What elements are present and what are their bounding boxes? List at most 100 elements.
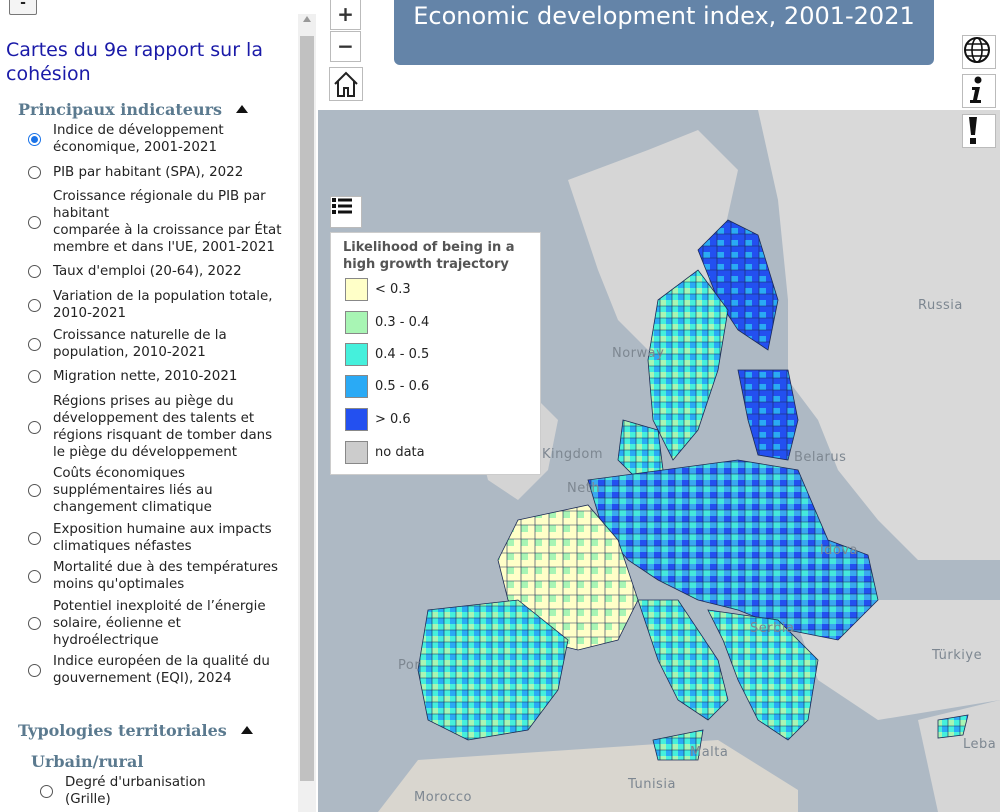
- indicator-label: Indice de développement économique, 2001…: [53, 123, 224, 155]
- indicator-talent-trap[interactable]: Régions prises au piège du développement…: [28, 393, 290, 461]
- place-label-moldova: ldova: [820, 543, 858, 558]
- warning-button[interactable]: [962, 114, 996, 148]
- place-label-morocco: Morocco: [414, 790, 472, 805]
- indicator-regional-gdp-growth[interactable]: Croissance régionale du PIB par habitant…: [28, 188, 290, 256]
- place-label-norway: Norway: [612, 346, 665, 361]
- indicator-label: Régions prises au piège du développement…: [53, 394, 273, 460]
- indicator-label: Migration nette, 2010-2021: [53, 369, 238, 384]
- legend-title: Likelihood of being in a high growth tra…: [343, 240, 515, 272]
- legend-item: 0.5 - 0.6: [345, 375, 429, 398]
- indicator-label: Exposition humaine aux impacts climatiqu…: [53, 522, 272, 554]
- cyprus-regions: [937, 714, 969, 739]
- radio-icon[interactable]: [28, 370, 41, 383]
- indicator-natural-growth[interactable]: Croissance naturelle de la population, 2…: [28, 327, 290, 361]
- sweden-regions: [647, 269, 729, 461]
- radio-icon[interactable]: [28, 617, 41, 630]
- central-europe-regions: [587, 459, 879, 641]
- radio-icon[interactable]: [28, 215, 41, 229]
- indicator-climate-exposure[interactable]: Exposition humaine aux impacts climatiqu…: [28, 521, 290, 555]
- collapse-triangle-icon[interactable]: [240, 726, 253, 734]
- legend-swatch: [345, 343, 368, 366]
- place-label-serbia: Serbia: [750, 621, 795, 636]
- radio-icon[interactable]: [28, 484, 41, 497]
- indicator-gdp-per-capita[interactable]: PIB par habitant (SPA), 2022: [28, 164, 290, 181]
- indicator-eqi[interactable]: Indice européen de la qualité du gouvern…: [28, 653, 290, 687]
- indicator-label: Variation de la population totale, 2010-…: [53, 289, 273, 321]
- indicator-label: Mortalité due à des températures moins q…: [53, 560, 278, 592]
- section-label: Principaux indicateurs: [18, 100, 223, 119]
- legend-toggle-button[interactable]: [330, 196, 362, 228]
- iberia-regions: [417, 599, 569, 741]
- zoom-out-button[interactable]: −: [330, 31, 361, 62]
- place-label-kingdom: Kingdom: [542, 447, 603, 462]
- subsection-urban-rural: Urbain/rural: [31, 752, 144, 771]
- radio-icon[interactable]: [28, 337, 41, 351]
- indicator-employment-rate[interactable]: Taux d'emploi (20-64), 2022: [28, 263, 290, 280]
- section-label: Typologies territoriales: [18, 721, 227, 740]
- indicator-label: Degré d'urbanisation (Grille): [65, 775, 206, 807]
- scrollbar-thumb[interactable]: [300, 36, 314, 781]
- indicator-temperature-mortality[interactable]: Mortalité due à des températures moins q…: [28, 559, 290, 593]
- indicator-net-migration[interactable]: Migration nette, 2010-2021: [28, 368, 290, 385]
- globe-icon: [964, 37, 990, 63]
- legend-label: 0.3 - 0.4: [375, 315, 430, 330]
- radio-icon[interactable]: [40, 784, 53, 798]
- typology-degree-urbanisation[interactable]: Degré d'urbanisation (Grille): [40, 774, 302, 808]
- legend-swatch: [345, 278, 368, 301]
- section-territorial-typologies[interactable]: Typologies territoriales: [18, 721, 253, 740]
- indicator-label: Indice européen de la qualité du gouvern…: [53, 654, 270, 686]
- radio-icon[interactable]: [28, 420, 41, 434]
- info-button[interactable]: [962, 74, 996, 108]
- place-label-portugal: Por: [398, 658, 421, 673]
- legend-item: > 0.6: [345, 408, 411, 431]
- radio-icon[interactable]: [28, 298, 41, 312]
- basemap-button[interactable]: [962, 35, 996, 69]
- russia-land: [758, 110, 1000, 560]
- indicator-population-change[interactable]: Variation de la population totale, 2010-…: [28, 288, 290, 322]
- legend-item: < 0.3: [345, 278, 411, 301]
- exclamation-icon: [969, 117, 977, 144]
- radio-icon[interactable]: [28, 663, 41, 677]
- balkan-greece-regions: [707, 609, 819, 741]
- section-principal-indicators[interactable]: Principaux indicateurs: [18, 100, 249, 119]
- scroll-up-icon[interactable]: [303, 16, 311, 22]
- legend-item: 0.3 - 0.4: [345, 311, 429, 334]
- radio-selected-icon[interactable]: [28, 132, 41, 146]
- place-label-belarus: Belarus: [794, 450, 847, 465]
- sidebar-title: Cartes du 9e rapport sur la cohésion: [6, 39, 263, 85]
- indicator-label: Croissance naturelle de la population, 2…: [53, 328, 227, 360]
- map-view[interactable]: Russia Norway Belarus Kingdom Neth ldova…: [318, 0, 1000, 812]
- place-label-turkiye: Türkiye: [932, 648, 983, 663]
- italy-regions: [637, 599, 729, 721]
- radio-icon[interactable]: [28, 531, 41, 545]
- radio-icon[interactable]: [28, 166, 41, 179]
- collapse-sidebar-button[interactable]: -: [9, 0, 37, 15]
- legend-label: 0.4 - 0.5: [375, 347, 430, 362]
- indicator-label: Potentiel inexploité de l’énergie solair…: [53, 599, 266, 648]
- home-icon: [334, 71, 358, 97]
- collapse-triangle-icon[interactable]: [236, 105, 249, 113]
- indicator-label: Coûts économiques supplémentaires liés a…: [53, 466, 213, 515]
- home-button[interactable]: [329, 67, 363, 101]
- legend-label: < 0.3: [375, 282, 411, 297]
- list-icon: [332, 198, 352, 214]
- indicator-label: Croissance régionale du PIB par habitant…: [53, 189, 282, 255]
- sicily-regions: [652, 729, 704, 761]
- legend-swatch: [345, 441, 368, 464]
- legend-swatch: [345, 408, 368, 431]
- map-legend: Likelihood of being in a high growth tra…: [330, 232, 541, 475]
- place-label-malta: Malta: [690, 745, 729, 760]
- radio-icon[interactable]: [28, 569, 41, 583]
- legend-swatch: [345, 375, 368, 398]
- radio-icon[interactable]: [28, 265, 41, 278]
- indicator-climate-costs[interactable]: Coûts économiques supplémentaires liés a…: [28, 465, 290, 516]
- indicator-label: PIB par habitant (SPA), 2022: [53, 165, 244, 180]
- sidebar-scrollbar[interactable]: [298, 14, 316, 812]
- indicator-renewable-potential[interactable]: Potentiel inexploité de l’énergie solair…: [28, 598, 290, 649]
- place-label-neth: Neth: [567, 481, 601, 496]
- legend-swatch: [345, 311, 368, 334]
- place-label-russia: Russia: [918, 298, 963, 313]
- indicator-economic-development[interactable]: Indice de développement économique, 2001…: [28, 122, 290, 156]
- zoom-in-button[interactable]: +: [330, 0, 361, 30]
- map-title: Economic development index, 2001-2021: [394, 0, 934, 65]
